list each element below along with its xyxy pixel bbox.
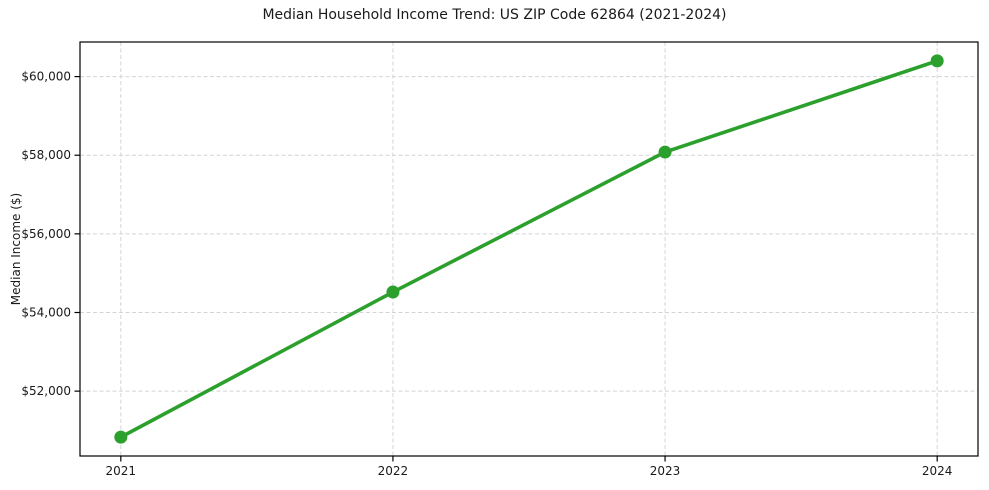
x-tick-label: 2021 [106, 464, 137, 478]
y-tick-label: $52,000 [21, 384, 71, 398]
x-tick-label: 2023 [650, 464, 681, 478]
y-tick-label: $54,000 [21, 305, 71, 319]
y-tick-label: $60,000 [21, 70, 71, 84]
income-trend-line [119, 59, 939, 439]
data-point-marker [930, 54, 944, 68]
data-point-marker [114, 430, 128, 444]
x-tick-label: 2024 [922, 464, 953, 478]
chart-title: Median Household Income Trend: US ZIP Co… [262, 7, 727, 23]
data-point-marker [386, 285, 400, 299]
y-tick-label: $58,000 [21, 148, 71, 162]
data-point-marker [658, 145, 672, 159]
axes-spines [79, 41, 979, 457]
x-tick-label: 2022 [378, 464, 409, 478]
y-tick-label: $56,000 [21, 227, 71, 241]
